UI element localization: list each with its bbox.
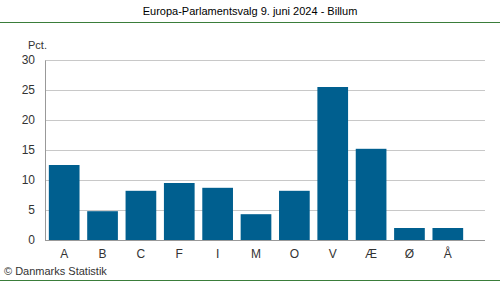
x-axis: ABCFIMOVÆØÅ — [45, 240, 485, 261]
bar — [126, 191, 157, 240]
grid-line — [45, 120, 485, 121]
grid-line — [45, 180, 485, 181]
bar — [317, 87, 348, 240]
x-tick: Å — [444, 240, 452, 261]
y-tick-label: 30 — [22, 53, 36, 67]
y-tick-label: 5 — [28, 203, 35, 217]
x-tick-label: C — [137, 247, 146, 261]
bar — [394, 228, 425, 240]
y-tick-label: 25 — [22, 83, 36, 97]
grid-line — [45, 150, 485, 151]
grid-line — [45, 240, 485, 241]
x-tick-label: F — [176, 247, 183, 261]
annotations: © Danmarks Statistik — [4, 265, 107, 277]
bar — [87, 211, 118, 240]
bar — [49, 165, 80, 240]
x-tick: A — [60, 240, 68, 261]
bar — [202, 188, 233, 240]
y-tick: 15 — [22, 143, 45, 157]
y-tick-label: 10 — [22, 173, 36, 187]
x-tick: C — [137, 240, 146, 261]
grid-line — [45, 90, 485, 91]
bottom-rule — [0, 280, 500, 281]
source-note: © Danmarks Statistik — [4, 265, 107, 277]
x-tick-label: Å — [444, 246, 452, 261]
y-tick-label: 15 — [22, 143, 36, 157]
x-tick: Æ — [365, 240, 377, 261]
y-axis-title: Pct. — [28, 39, 47, 51]
x-tick-label: A — [60, 247, 68, 261]
x-tick: V — [329, 240, 337, 261]
bar — [279, 191, 310, 240]
x-tick: M — [251, 240, 261, 261]
bar — [356, 149, 387, 240]
x-tick: I — [216, 240, 219, 261]
y-axis-line — [45, 61, 46, 241]
x-tick: Ø — [405, 240, 414, 261]
x-tick-label: M — [251, 247, 261, 261]
x-tick: O — [290, 240, 299, 261]
x-tick-label: O — [290, 247, 299, 261]
x-tick-label: B — [99, 247, 107, 261]
y-tick: 25 — [22, 83, 45, 97]
y-tick: 5 — [28, 203, 45, 217]
grid-line — [45, 210, 485, 211]
title: Europa-Parlamentsvalg 9. juni 2024 - Bil… — [143, 5, 358, 17]
x-tick: F — [176, 240, 183, 261]
bar — [432, 228, 463, 240]
y-axis: 0 5 10 15 20 25 30 — [22, 53, 46, 247]
y-tick-label: 20 — [22, 113, 36, 127]
bar — [164, 183, 195, 240]
y-tick: 20 — [22, 113, 45, 127]
x-axis-line — [45, 240, 485, 241]
x-tick-label: V — [329, 247, 337, 261]
chart: Europa-Parlamentsvalg 9. juni 2024 - Bil… — [0, 0, 500, 282]
title-rule — [0, 22, 500, 23]
x-tick-label: I — [216, 247, 219, 261]
x-tick-label: Æ — [365, 247, 377, 261]
bars — [49, 87, 463, 240]
bar — [241, 214, 272, 240]
x-tick-label: Ø — [405, 247, 414, 261]
y-tick: 30 — [22, 53, 45, 67]
grid — [45, 61, 485, 241]
y-tick: 10 — [22, 173, 45, 187]
grid-line — [45, 60, 485, 61]
y-tick: 0 — [28, 233, 45, 247]
y-tick-label: 0 — [28, 233, 35, 247]
x-tick: B — [99, 240, 107, 261]
